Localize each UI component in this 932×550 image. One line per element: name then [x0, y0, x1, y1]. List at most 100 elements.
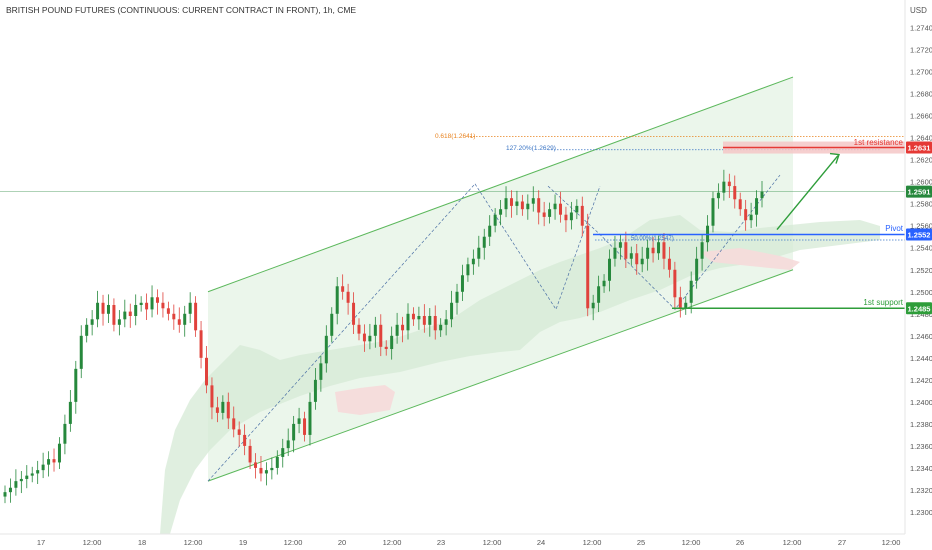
price-badge-text: 1.2485: [908, 304, 931, 313]
y-tick-label: 1.2620: [910, 156, 932, 165]
candle-body: [667, 258, 671, 270]
y-tick-label: 1.2360: [910, 442, 932, 451]
candle-body: [700, 242, 704, 259]
price-badge-last: 1.2591: [906, 185, 932, 198]
candle: [172, 304, 176, 330]
candle: [8, 478, 12, 503]
candle: [123, 299, 127, 328]
candle: [618, 234, 622, 260]
y-tick-label: 1.2740: [910, 24, 932, 33]
candle: [673, 261, 677, 310]
time-axis[interactable]: 17 12:00 18 12:00 19 12:00 20 12:00 23 12:00 24 12:…: [0, 533, 905, 547]
candle-body: [8, 487, 12, 493]
candle: [352, 292, 356, 335]
candle: [444, 310, 448, 336]
candle: [281, 438, 285, 468]
target-arrow: [776, 155, 839, 230]
support-label: 1st support: [863, 298, 903, 307]
candle-body: [373, 324, 377, 336]
candle-body: [352, 302, 356, 325]
candle: [526, 194, 530, 220]
candle-body: [19, 478, 23, 482]
candle: [433, 305, 437, 340]
channel-fill: [208, 77, 793, 482]
candle: [384, 340, 388, 356]
candle-body: [319, 363, 323, 380]
candle-body: [96, 302, 100, 320]
price-badge-support: 1.2485: [906, 302, 932, 315]
candle-body: [248, 445, 252, 463]
candle: [330, 307, 334, 343]
candle: [254, 453, 258, 479]
candle: [194, 296, 198, 337]
candle-body: [618, 242, 622, 248]
candle-body: [591, 302, 595, 309]
candle: [450, 290, 454, 328]
y-tick-label: 1.2340: [910, 464, 932, 473]
candle: [744, 199, 748, 231]
candle-body: [455, 291, 459, 303]
candle: [199, 321, 203, 369]
candle: [341, 274, 345, 300]
candle: [286, 428, 290, 457]
candle-body: [281, 448, 285, 457]
candle: [210, 377, 214, 420]
candle: [471, 249, 475, 275]
candle-body: [232, 418, 236, 430]
candle: [695, 246, 699, 289]
candle-body: [542, 212, 546, 217]
candle-body: [695, 258, 699, 281]
candle-body: [460, 275, 464, 292]
candle-body: [79, 335, 83, 369]
candle: [537, 190, 541, 225]
candle: [177, 307, 181, 333]
y-tick-label: 1.2700: [910, 68, 932, 77]
candle-body: [673, 269, 677, 298]
candle: [428, 308, 432, 337]
candle: [401, 316, 405, 343]
currency-label: USD: [910, 6, 927, 15]
y-tick-label: 1.2600: [910, 178, 932, 187]
candle: [755, 190, 759, 227]
candle-body: [286, 440, 290, 449]
candle-body: [444, 319, 448, 325]
wave-c: [547, 174, 781, 310]
candle-body: [183, 313, 187, 325]
candle: [406, 303, 410, 340]
candle-body: [41, 464, 45, 471]
price-badge-text: 1.2552: [908, 231, 931, 240]
candle-body: [254, 462, 258, 468]
candle: [205, 345, 209, 394]
candle-body: [166, 308, 170, 314]
price-axis[interactable]: USD 1.2300 1.2320 1.2340 1.2360 1.2380 1.2400…: [904, 0, 932, 534]
candle-body: [553, 203, 557, 210]
price-badge-pivot: 1.2552: [906, 228, 932, 241]
candle-body: [384, 346, 388, 350]
candle-body: [640, 258, 644, 265]
candle: [243, 424, 247, 456]
candle-body: [112, 304, 116, 325]
candle-body: [270, 467, 274, 471]
candle-body: [139, 302, 143, 305]
candle-body: [226, 401, 230, 419]
ascending-channel: [207, 76, 794, 482]
x-tick-label: 25: [637, 538, 645, 547]
y-tick-label: 1.2680: [910, 90, 932, 99]
price-badge-resistance: 1.2631: [906, 141, 932, 154]
annotation-lines: [0, 136, 905, 482]
y-tick-label: 1.2400: [910, 398, 932, 407]
candle-body: [727, 181, 731, 187]
y-tick-label: 1.2380: [910, 420, 932, 429]
x-tick-label: 12:00: [383, 538, 402, 547]
candle: [422, 304, 426, 333]
candle-body: [689, 280, 693, 303]
candle-body: [411, 313, 415, 320]
candle-body: [662, 242, 666, 259]
candle: [19, 471, 23, 494]
y-tick-label: 1.2500: [910, 288, 932, 297]
candle-body: [36, 470, 40, 474]
candle: [215, 396, 219, 423]
candle: [226, 392, 230, 429]
candle-body: [624, 242, 628, 259]
